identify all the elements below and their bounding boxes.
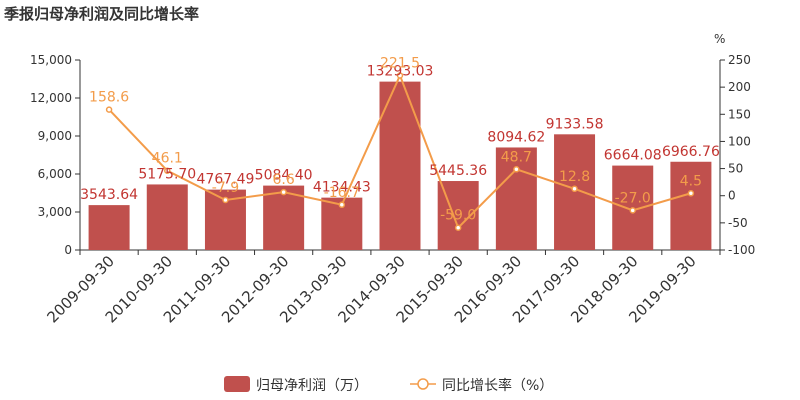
growth-point[interactable]: [454, 224, 462, 231]
profit-bar-label: 9133.58: [546, 116, 604, 132]
y-right-tick-label: 0: [728, 189, 736, 203]
y-right-tick-label: 50: [728, 162, 743, 176]
profit-bar[interactable]: [554, 134, 596, 250]
growth-point[interactable]: [105, 106, 113, 113]
profit-bar-label: 3543.64: [80, 187, 138, 203]
growth-point-label: 12.8: [559, 169, 590, 185]
profit-bar-label: 4134.43: [313, 180, 371, 196]
growth-point-label: 158.6: [89, 90, 129, 106]
y-right-tick-label: -100: [728, 243, 755, 257]
y-left-tick-label: 0: [64, 243, 72, 257]
y-left-tick-label: 12,000: [30, 91, 72, 105]
y-left-tick-label: 3,000: [38, 205, 72, 219]
y-left-tick-label: 9,000: [38, 129, 72, 143]
growth-point-label: -27.0: [615, 190, 651, 206]
chart-title: 季报归母净利润及同比增长率: [4, 5, 199, 23]
profit-bar-label: 6664.08: [604, 148, 662, 164]
right-axis-unit: %: [714, 32, 725, 46]
growth-point[interactable]: [222, 196, 229, 204]
growth-point-label: 221.5: [380, 55, 420, 71]
profit-bar[interactable]: [88, 205, 130, 250]
y-left-tick-label: 15,000: [30, 53, 72, 67]
profit-bar-label: 8094.62: [487, 129, 545, 145]
y-right-tick-label: 100: [728, 134, 751, 148]
profit-bar-label: 13293.03: [367, 64, 434, 80]
growth-point[interactable]: [629, 207, 636, 214]
growth-point[interactable]: [687, 190, 695, 197]
growth-point-label: 48.7: [501, 149, 532, 165]
growth-line: [105, 72, 695, 231]
legend-swatch-profit[interactable]: [224, 376, 250, 392]
legend: 归母净利润（万） 同比增长率（%）: [224, 376, 553, 394]
profit-bar[interactable]: [263, 185, 305, 250]
growth-point[interactable]: [164, 167, 171, 174]
growth-point[interactable]: [338, 201, 346, 209]
growth-point-label: -7.9: [212, 180, 239, 196]
growth-point-label: 4.5: [680, 173, 702, 189]
growth-point[interactable]: [280, 188, 287, 196]
profit-bar-label: 6966.76: [662, 144, 720, 160]
growth-point-label: -59.0: [440, 208, 476, 224]
growth-point[interactable]: [396, 72, 404, 79]
profit-bar[interactable]: [495, 147, 537, 250]
legend-label-profit[interactable]: 归母净利润（万）: [256, 377, 368, 394]
growth-point-label: 6.6: [273, 172, 295, 188]
profit-bar-label: 5445.36: [429, 163, 487, 179]
legend-label-growth[interactable]: 同比增长率（%）: [442, 377, 553, 394]
y-right-tick-label: 150: [728, 107, 751, 121]
legend-swatch-growth-marker[interactable]: [417, 378, 429, 390]
growth-point[interactable]: [571, 185, 578, 193]
y-right-tick-label: 250: [728, 53, 751, 67]
growth-point[interactable]: [513, 166, 520, 173]
growth-point-label: -16.7: [324, 185, 360, 201]
y-right-tick-label: 200: [728, 80, 751, 94]
profit-bar-label: 4767.49: [197, 172, 255, 188]
bars: [88, 81, 712, 251]
profit-bar[interactable]: [670, 161, 712, 250]
profit-bar-label: 5084.40: [255, 168, 313, 184]
profit-bar[interactable]: [146, 184, 188, 250]
y-left-tick-label: 6,000: [38, 167, 72, 181]
growth-point-label: 46.1: [152, 151, 183, 167]
y-right-tick-label: -50: [728, 216, 748, 230]
profit-bar-label: 5175.70: [138, 166, 196, 182]
